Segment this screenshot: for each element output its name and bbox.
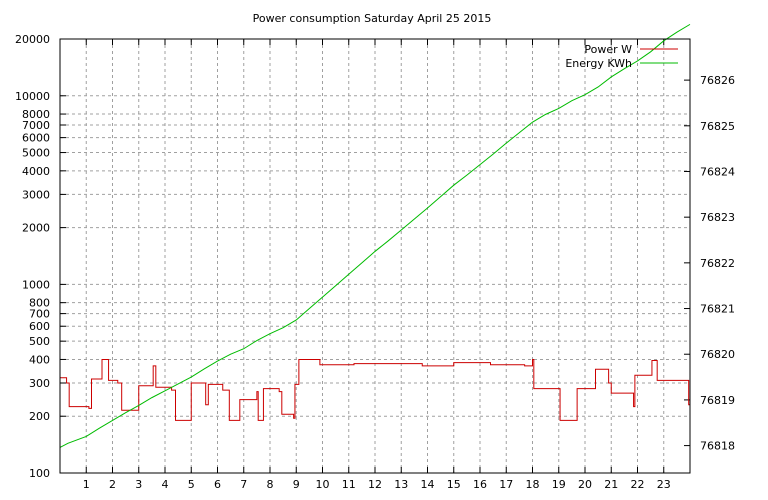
series-line-power	[60, 358, 690, 421]
x-tick-label: 18	[526, 478, 540, 491]
x-tick-label: 19	[552, 478, 566, 491]
y-left-tick-label: 4000	[22, 165, 50, 178]
y-left-tick-label: 500	[29, 335, 50, 348]
x-tick-label: 23	[657, 478, 671, 491]
x-axis: 1 2 3 4 5 6 7 8 9 10 11 12 13 14 15 16 17 18 19 20 21 22 23	[83, 478, 671, 491]
x-tick-label: 8	[267, 478, 274, 491]
y-left-tick-label: 7000	[22, 119, 50, 132]
plot-frame	[59, 38, 691, 474]
chart-title: Power consumption Saturday April 25 2015	[253, 12, 492, 25]
y-left-tick-label: 2000	[22, 222, 50, 235]
grid	[60, 39, 690, 473]
series-line-energy	[59, 23, 691, 448]
x-tick-label: 17	[499, 478, 513, 491]
y-right-tick-label: 76826	[700, 74, 735, 87]
y-left-tick-label: 1000	[22, 278, 50, 291]
y-left-tick-label: 200	[29, 410, 50, 423]
y-left-tick-label: 100	[29, 467, 50, 480]
x-tick-label: 16	[473, 478, 487, 491]
right-axis: 76818 76819 76820 76821 76822 76823 76824 76825…	[684, 74, 735, 453]
x-tick-label: 14	[421, 478, 435, 491]
y-right-tick-label: 76825	[700, 120, 735, 133]
y-left-tick-label: 800	[29, 297, 50, 310]
x-tick-label: 6	[214, 478, 221, 491]
x-tick-label: 13	[394, 478, 408, 491]
x-tick-label: 12	[368, 478, 382, 491]
x-tick-label: 22	[631, 478, 645, 491]
y-left-tick-label: 10000	[15, 90, 50, 103]
y-right-tick-label: 76824	[700, 165, 735, 178]
y-right-tick-label: 76818	[700, 440, 735, 453]
x-tick-label: 20	[578, 478, 592, 491]
y-left-tick-label: 600	[29, 320, 50, 333]
y-left-tick-label: 20000	[15, 33, 50, 46]
x-tick-label: 5	[188, 478, 195, 491]
x-tick-label: 2	[109, 478, 116, 491]
legend: Power W Energy KWh	[565, 43, 678, 70]
y-left-tick-label: 700	[29, 308, 50, 321]
y-left-tick-label: 300	[29, 377, 50, 390]
legend-label-power: Power W	[584, 43, 632, 56]
x-tick-label: 15	[447, 478, 461, 491]
x-tick-label: 11	[342, 478, 356, 491]
y-right-tick-label: 76819	[700, 394, 735, 407]
x-tick-label: 21	[604, 478, 618, 491]
y-left-tick-label: 6000	[22, 132, 50, 145]
y-left-tick-label: 5000	[22, 147, 50, 160]
x-tick-label: 1	[83, 478, 90, 491]
x-tick-label: 3	[135, 478, 142, 491]
y-left-tick-label: 400	[29, 353, 50, 366]
series-group	[59, 23, 691, 448]
legend-label-energy: Energy KWh	[565, 57, 632, 70]
y-right-tick-label: 76820	[700, 348, 735, 361]
x-tick-label: 10	[316, 478, 330, 491]
y-right-tick-label: 76822	[700, 257, 735, 270]
x-tick-label: 7	[240, 478, 247, 491]
y-left-tick-label: 3000	[22, 188, 50, 201]
y-right-tick-label: 76821	[700, 303, 735, 316]
x-tick-label: 4	[162, 478, 169, 491]
x-tick-label: 9	[293, 478, 300, 491]
y-left-tick-label: 8000	[22, 108, 50, 121]
y-right-tick-label: 76823	[700, 211, 735, 224]
